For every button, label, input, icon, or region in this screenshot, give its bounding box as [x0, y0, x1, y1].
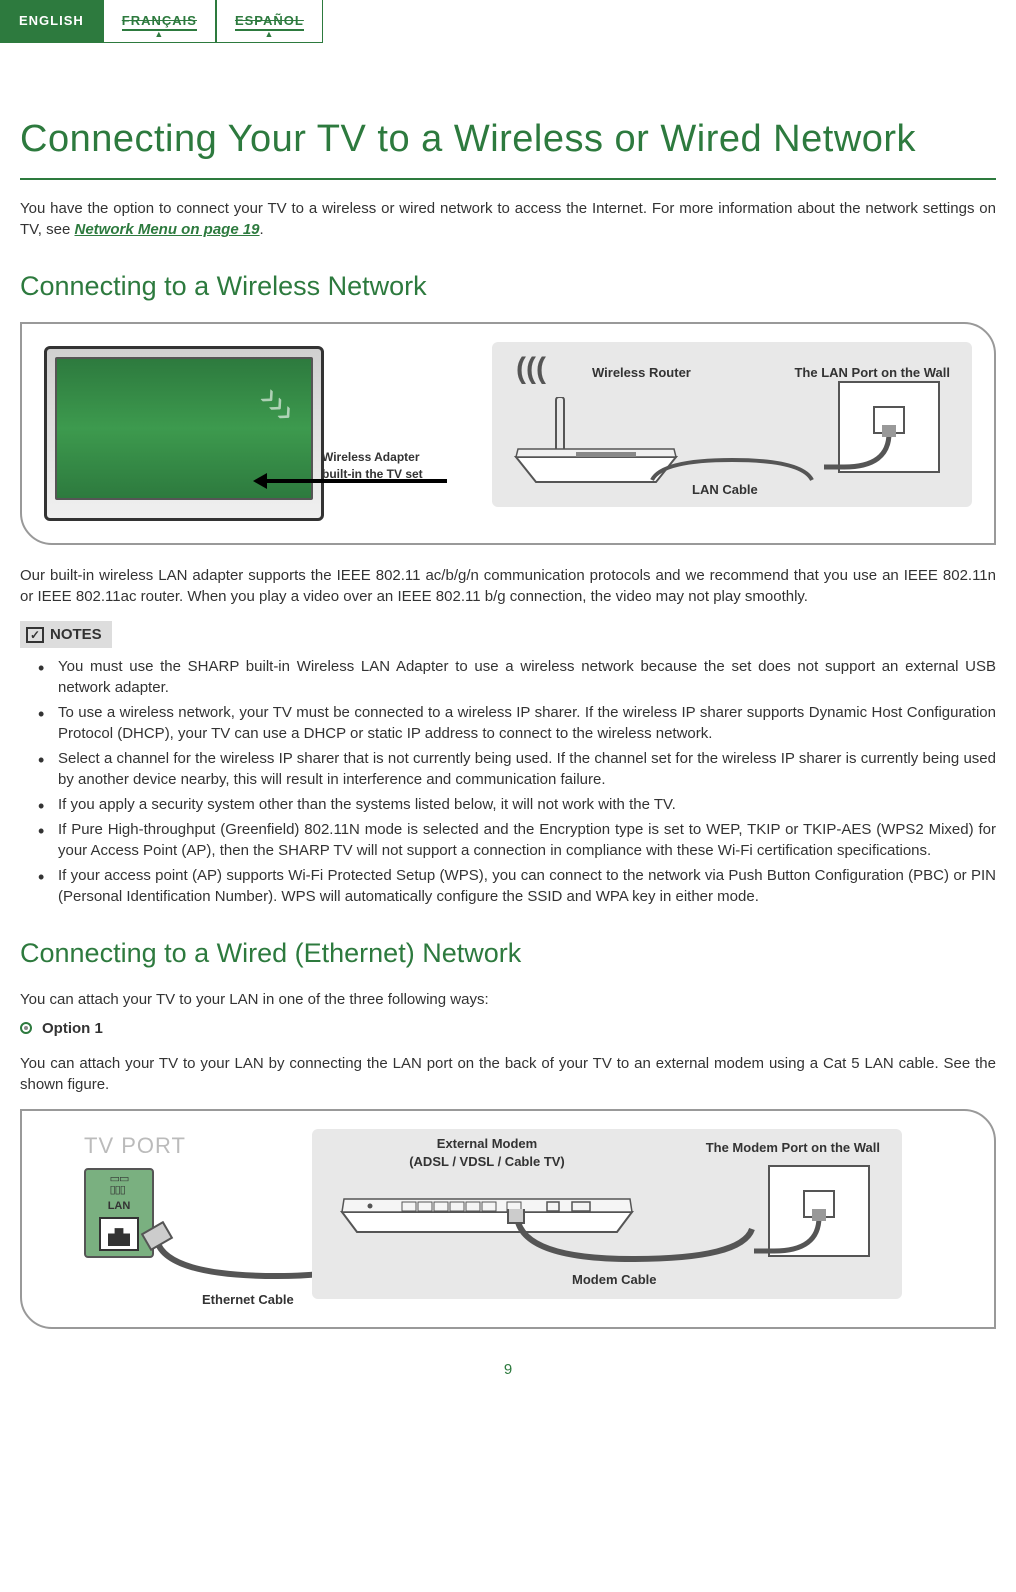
network-menu-link[interactable]: Network Menu on page 19 [74, 221, 259, 238]
option-1-body: You can attach your TV to your LAN by co… [20, 1053, 996, 1095]
notes-list: You must use the SHARP built-in Wireless… [20, 656, 996, 907]
modem-cable-icon [502, 1209, 762, 1279]
wireless-diagram: ››› Wireless Adapter built-in the TV set… [20, 322, 996, 545]
bullet-ring-icon [20, 1022, 32, 1034]
router-label: Wireless Router [592, 364, 691, 382]
lang-tab-espanol[interactable]: ESPAÑOL [216, 0, 323, 43]
note-item: To use a wireless network, your TV must … [58, 702, 996, 744]
wifi-signal-icon: ››› [248, 374, 309, 435]
wall-port-icon [824, 377, 954, 487]
adapter-arrow-icon [257, 479, 447, 483]
ethernet-cable-label: Ethernet Cable [202, 1291, 294, 1309]
note-item: If you apply a security system other tha… [58, 794, 996, 815]
tv-port-label: TV PORT [84, 1131, 186, 1162]
modem-wall-port-icon [754, 1161, 884, 1271]
wireless-body-text: Our built-in wireless LAN adapter suppor… [20, 565, 996, 607]
lan-cable-icon [642, 455, 822, 485]
lang-tab-francais[interactable]: FRANÇAIS [103, 0, 216, 43]
note-item: If your access point (AP) supports Wi-Fi… [58, 865, 996, 907]
wired-diagram: TV PORT ▭▭▯▯▯ LAN Ethernet Cable Externa… [20, 1109, 996, 1329]
modem-label: External Modem (ADSL / VDSL / Cable TV) [402, 1135, 572, 1171]
router-wifi-icon: ((( [516, 348, 546, 390]
router-panel: ((( Wireless Router The LAN Port on the … [492, 342, 972, 507]
note-item: You must use the SHARP built-in Wireless… [58, 656, 996, 698]
section-wireless-heading: Connecting to a Wireless Network [20, 268, 996, 306]
notes-badge: ✓ NOTES [20, 621, 112, 648]
note-item: Select a channel for the wireless IP sha… [58, 748, 996, 790]
tv-illustration: ››› [44, 346, 324, 521]
wired-intro: You can attach your TV to your LAN in on… [20, 989, 996, 1010]
note-item: If Pure High-throughput (Greenfield) 802… [58, 819, 996, 861]
page-number: 9 [20, 1359, 996, 1380]
adapter-label: Wireless Adapter built-in the TV set [322, 449, 462, 483]
modem-wall-label: The Modem Port on the Wall [706, 1139, 880, 1157]
modem-cable-label: Modem Cable [572, 1271, 657, 1289]
language-tabs: ENGLISH FRANÇAIS ESPAÑOL [0, 0, 1016, 43]
section-wired-heading: Connecting to a Wired (Ethernet) Network [20, 935, 996, 973]
intro-paragraph: You have the option to connect your TV t… [20, 198, 996, 240]
modem-panel: External Modem (ADSL / VDSL / Cable TV) … [312, 1129, 902, 1299]
page-title: Connecting Your TV to a Wireless or Wire… [20, 113, 996, 180]
lang-tab-english[interactable]: ENGLISH [0, 0, 103, 43]
checkmark-icon: ✓ [26, 627, 44, 643]
option-1-row: Option 1 [20, 1018, 996, 1039]
